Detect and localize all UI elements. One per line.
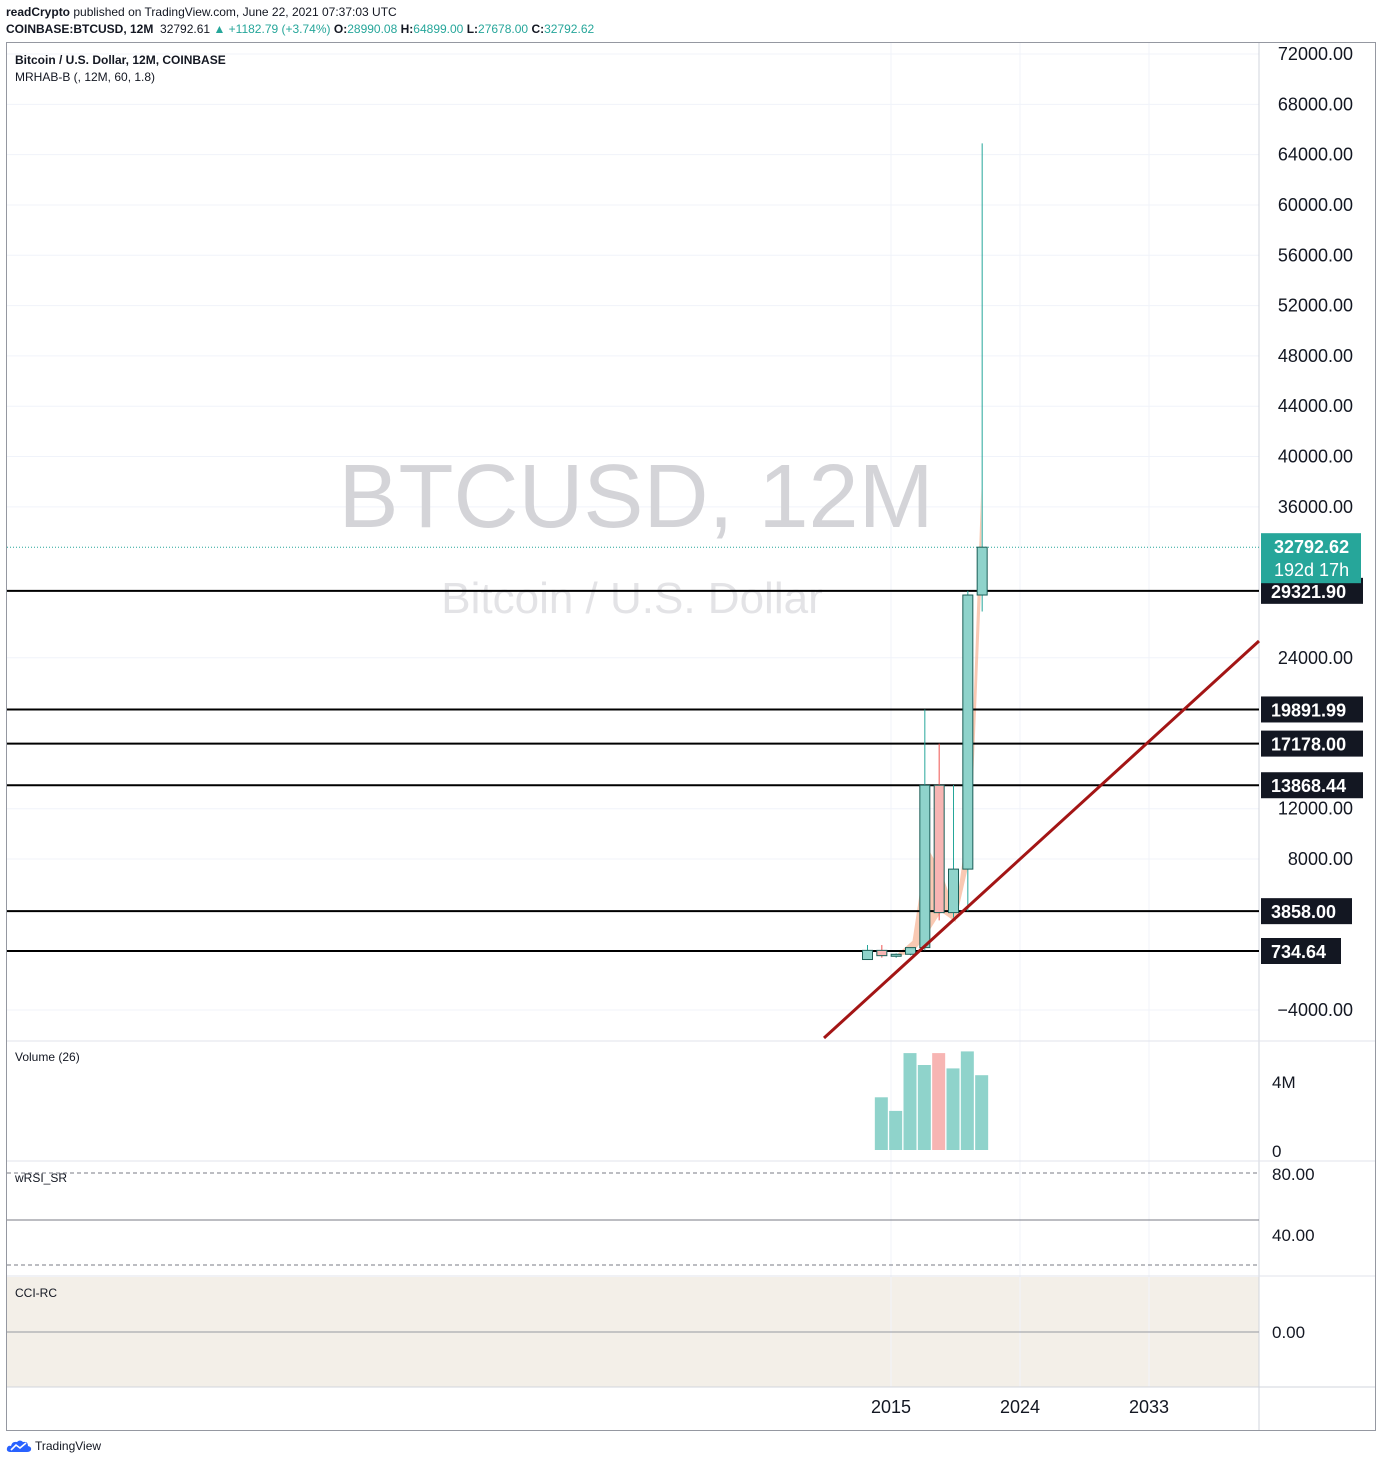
level-label-bg xyxy=(1261,730,1363,757)
level-label-bg xyxy=(1261,772,1363,799)
price-tick-label: 36000.00 xyxy=(1278,497,1353,517)
price-tick-label: 72000.00 xyxy=(1278,44,1353,64)
change-text: +1182.79 (+3.74%) xyxy=(228,22,331,36)
cci-pane-title[interactable]: CCI-RC xyxy=(15,1286,57,1300)
cci-tick-0: 0.00 xyxy=(1272,1323,1305,1342)
low-label: L: xyxy=(466,22,479,36)
candle-body xyxy=(919,784,931,949)
close-value: 32792.62 xyxy=(544,22,595,36)
level-label: 734.64 xyxy=(1271,942,1326,962)
grid-lines xyxy=(7,43,1259,1387)
up-arrow-icon: ▲ xyxy=(213,22,226,36)
volume-tick-4m: 4M xyxy=(1272,1073,1296,1092)
volume-tick-0: 0 xyxy=(1272,1142,1281,1161)
level-label-bg xyxy=(1261,898,1352,925)
wrsi-tick-80: 80.00 xyxy=(1272,1165,1315,1184)
volume-bar xyxy=(874,1097,888,1150)
level-label: 13868.44 xyxy=(1271,776,1346,796)
candle-body xyxy=(933,784,945,914)
horizontal-levels xyxy=(7,589,1259,952)
level-label: 19891.99 xyxy=(1271,700,1346,720)
price-tick-label: 52000.00 xyxy=(1278,296,1353,316)
chart-frame xyxy=(6,42,1376,1431)
time-tick-2015: 2015 xyxy=(871,1397,911,1417)
open-label: O: xyxy=(333,22,348,36)
price-tick-label: 40000.00 xyxy=(1278,447,1353,467)
last-price-label-bg xyxy=(1261,533,1361,584)
wrsi-pane-title[interactable]: wRSI_SR xyxy=(15,1171,68,1185)
wrsi-tick-40: 40.00 xyxy=(1272,1226,1315,1245)
time-tick-2024: 2024 xyxy=(1000,1397,1040,1417)
publish-info: readCrypto published on TradingView.com,… xyxy=(6,5,397,19)
tradingview-logo[interactable]: TradingView xyxy=(6,1439,101,1453)
tradingview-cloud-icon xyxy=(6,1440,32,1452)
countdown-label: 192d 17h xyxy=(1274,560,1349,580)
candle-body xyxy=(962,594,974,870)
low-value: 27678.00 xyxy=(478,22,529,36)
price-tick-label: 12000.00 xyxy=(1278,799,1353,819)
last-price-label: 32792.62 xyxy=(1274,537,1349,557)
open-value: 28990.08 xyxy=(347,22,398,36)
watermark-symbol: BTCUSD, 12M xyxy=(338,447,933,547)
level-label: 3858.00 xyxy=(1271,902,1336,922)
volume-bar xyxy=(917,1065,931,1150)
volume-bar xyxy=(932,1053,946,1150)
author-name[interactable]: readCrypto xyxy=(6,5,71,19)
candle-body xyxy=(890,953,902,957)
price-tick-label: 24000.00 xyxy=(1278,648,1353,668)
time-tick-2033: 2033 xyxy=(1129,1397,1169,1417)
footer-brand: TradingView xyxy=(35,1439,102,1453)
volume-bar xyxy=(903,1053,917,1150)
price-tick-label: 60000.00 xyxy=(1278,195,1353,215)
trendline[interactable] xyxy=(822,639,1261,1040)
ohlc-header: COINBASE:BTCUSD, 12M 32792.61 ▲ +1182.79… xyxy=(6,22,594,36)
price-tick-label: 56000.00 xyxy=(1278,245,1353,265)
volume-bar xyxy=(960,1051,974,1150)
price-tick-label: 48000.00 xyxy=(1278,346,1353,366)
price-axis[interactable]: −4000.00 8000.00 12000.00 24000.00 36000.00 4… xyxy=(1277,44,1353,1020)
volume-bar xyxy=(946,1068,960,1150)
published-text: published on TradingView.com, June 22, 2… xyxy=(73,5,397,19)
volume-bars xyxy=(874,1051,989,1150)
watermark-name: Bitcoin / U.S. Dollar xyxy=(441,574,822,623)
candle-body xyxy=(862,949,873,961)
candle-body xyxy=(905,947,916,955)
close-label: C: xyxy=(531,22,545,36)
candle-body xyxy=(976,546,988,596)
legend-title[interactable]: Bitcoin / U.S. Dollar, 12M, COINBASE xyxy=(15,53,226,67)
candle-body xyxy=(876,949,888,957)
level-label: 17178.00 xyxy=(1271,735,1346,755)
price-tick-label: 68000.00 xyxy=(1278,94,1353,114)
price-tick-label: −4000.00 xyxy=(1277,1000,1353,1020)
price-tick-label: 44000.00 xyxy=(1278,396,1353,416)
volume-bar xyxy=(975,1075,989,1150)
high-value: 64899.00 xyxy=(413,22,464,36)
price-tick-label: 8000.00 xyxy=(1288,849,1353,869)
level-labels: 29321.90 19891.99 17178.00 13868.44 3858.00 7… xyxy=(1261,533,1363,964)
volume-bar xyxy=(889,1110,903,1150)
high-label: H: xyxy=(400,22,414,36)
level-label: 29321.90 xyxy=(1271,582,1346,602)
level-label-bg xyxy=(1261,696,1363,723)
last-price-text: 32792.61 xyxy=(160,22,211,36)
candle-body xyxy=(948,868,959,914)
legend-indicator[interactable]: MRHAB-B (, 12M, 60, 1.8) xyxy=(15,70,156,84)
price-tick-label: 64000.00 xyxy=(1278,145,1353,165)
candles xyxy=(862,143,988,961)
volume-pane-title[interactable]: Volume (26) xyxy=(15,1050,80,1064)
symbol-label: COINBASE:BTCUSD, 12M xyxy=(6,22,154,36)
level-label-bg xyxy=(1261,938,1341,964)
